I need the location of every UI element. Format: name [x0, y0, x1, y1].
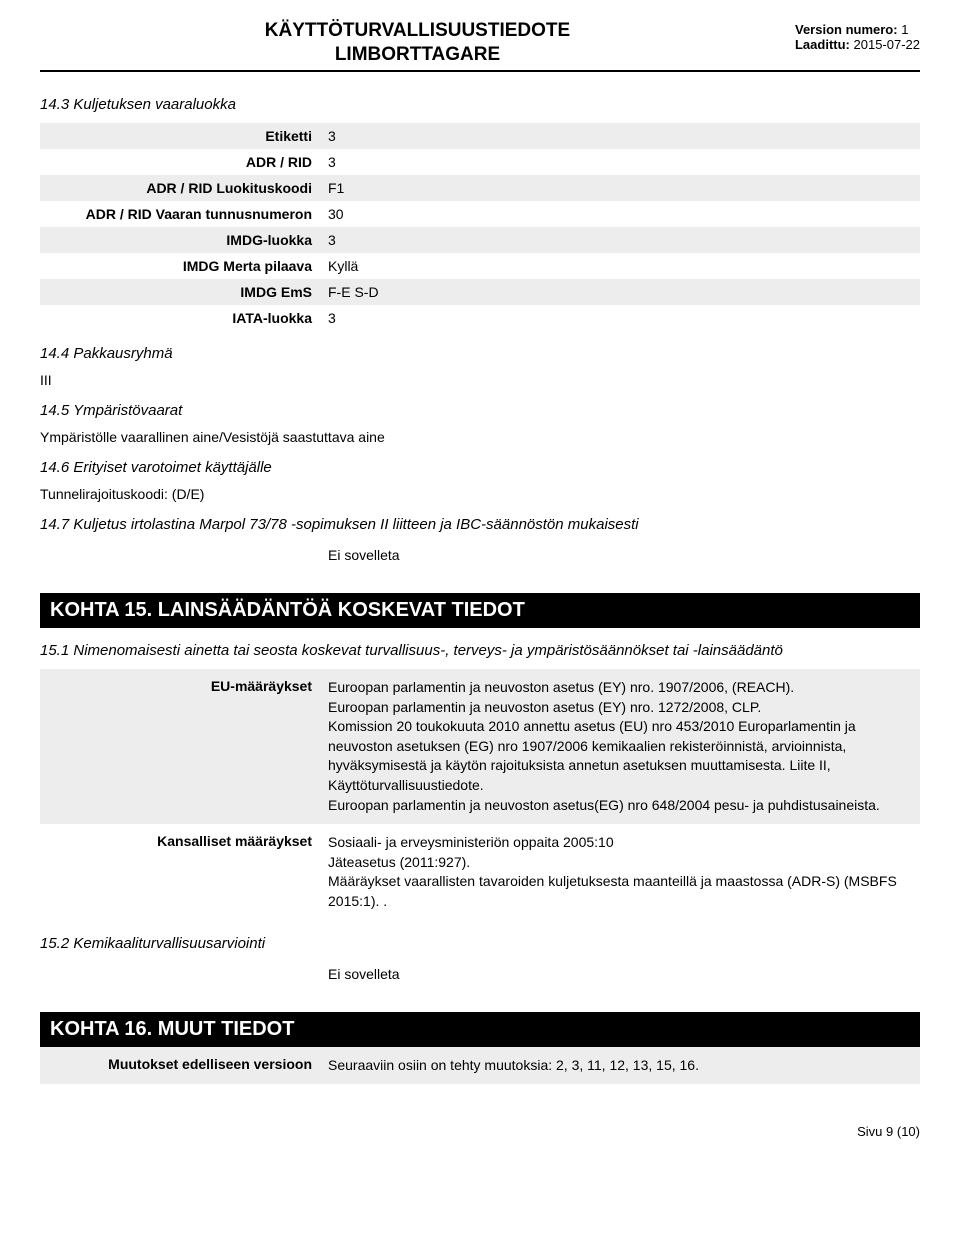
eu-regulations-value: Euroopan parlamentin ja neuvoston asetus… — [320, 673, 920, 820]
table-row: ADR / RID Vaaran tunnusnumeron 30 — [40, 201, 920, 227]
section-15-1-heading: 15.1 Nimenomaisesti ainetta tai seosta k… — [40, 642, 920, 659]
section-14-7-heading: 14.7 Kuljetus irtolastina Marpol 73/78 -… — [40, 516, 920, 533]
header-divider — [40, 70, 920, 72]
date-value: 2015-07-22 — [854, 37, 921, 52]
section-14-6-text: Tunnelirajoituskoodi: (D/E) — [40, 486, 920, 502]
eu-regulations-label: EU-määräykset — [40, 673, 320, 699]
table-row: ADR / RID Luokituskoodi F1 — [40, 175, 920, 201]
version-label: Version numero: — [795, 22, 898, 37]
national-regulations-value: Sosiaali- ja erveysministeriön oppaita 2… — [320, 828, 920, 916]
row-label: IATA-luokka — [40, 305, 320, 331]
header-meta: Version numero: 1 Laadittu: 2015-07-22 — [795, 20, 920, 52]
section-14-4-text: III — [40, 372, 920, 388]
doc-title-1: KÄYTTÖTURVALLISUUSTIEDOTE — [40, 20, 795, 42]
section-14-4-heading: 14.4 Pakkausryhmä — [40, 345, 920, 362]
date-label: Laadittu: — [795, 37, 850, 52]
row-label: IMDG Merta pilaava — [40, 253, 320, 279]
row-label: ADR / RID Vaaran tunnusnumeron — [40, 201, 320, 227]
table-row: IMDG EmS F-E S-D — [40, 279, 920, 305]
row-value: Kyllä — [320, 253, 920, 279]
row-value: 3 — [320, 123, 920, 149]
row-label: Etiketti — [40, 123, 320, 149]
section-14-7-value: Ei sovelleta — [328, 543, 920, 577]
kohta-15-bar: KOHTA 15. LAINSÄÄDÄNTÖÄ KOSKEVAT TIEDOT — [40, 593, 920, 628]
row-value: F-E S-D — [320, 279, 920, 305]
section-15-2-value: Ei sovelleta — [328, 962, 920, 996]
row-label: IMDG-luokka — [40, 227, 320, 253]
row-value: 3 — [320, 149, 920, 175]
row-value: F1 — [320, 175, 920, 201]
version-value: 1 — [901, 22, 908, 37]
header-titles: KÄYTTÖTURVALLISUUSTIEDOTE LIMBORTTAGARE — [40, 20, 795, 66]
section-14-3-heading: 14.3 Kuljetuksen vaaraluokka — [40, 96, 920, 113]
changes-value: Seuraaviin osiin on tehty muutoksia: 2, … — [320, 1051, 920, 1081]
national-regulations-label: Kansalliset määräykset — [40, 828, 320, 854]
page-number: Sivu 9 (10) — [40, 1124, 920, 1139]
section-14-5-text: Ympäristölle vaarallinen aine/Vesistöjä … — [40, 429, 920, 445]
section-14-6-heading: 14.6 Erityiset varotoimet käyttäjälle — [40, 459, 920, 476]
row-label: ADR / RID Luokituskoodi — [40, 175, 320, 201]
row-label: IMDG EmS — [40, 279, 320, 305]
table-row: IMDG-luokka 3 — [40, 227, 920, 253]
eu-regulations-row: EU-määräykset Euroopan parlamentin ja ne… — [40, 669, 920, 824]
section-14-5-heading: 14.5 Ympäristövaarat — [40, 402, 920, 419]
table-row: IATA-luokka 3 — [40, 305, 920, 331]
kohta-16-bar: KOHTA 16. MUUT TIEDOT — [40, 1012, 920, 1047]
row-value: 3 — [320, 305, 920, 331]
table-row: IMDG Merta pilaava Kyllä — [40, 253, 920, 279]
table-row: Etiketti 3 — [40, 123, 920, 149]
section-14-3-table: Etiketti 3 ADR / RID 3 ADR / RID Luokitu… — [40, 123, 920, 331]
table-row: ADR / RID 3 — [40, 149, 920, 175]
row-value: 30 — [320, 201, 920, 227]
changes-label: Muutokset edelliseen versioon — [40, 1051, 320, 1077]
doc-title-2: LIMBORTTAGARE — [40, 44, 795, 66]
section-15-2-heading: 15.2 Kemikaaliturvallisuusarviointi — [40, 935, 920, 952]
national-regulations-row: Kansalliset määräykset Sosiaali- ja erve… — [40, 824, 920, 920]
row-value: 3 — [320, 227, 920, 253]
row-label: ADR / RID — [40, 149, 320, 175]
changes-row: Muutokset edelliseen versioon Seuraaviin… — [40, 1047, 920, 1085]
page-header: KÄYTTÖTURVALLISUUSTIEDOTE LIMBORTTAGARE … — [40, 20, 920, 66]
